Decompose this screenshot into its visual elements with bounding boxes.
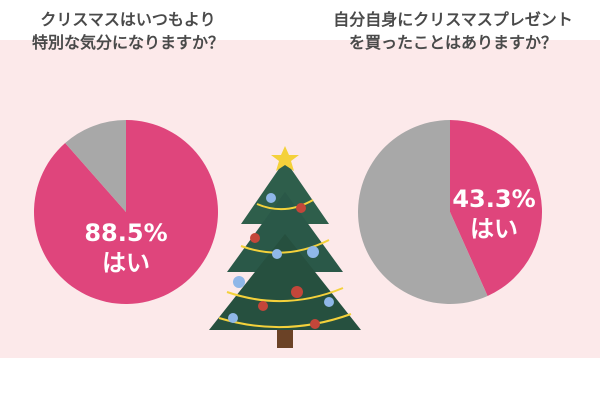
christmas-tree-icon xyxy=(209,146,361,348)
tree-trunk xyxy=(277,330,293,348)
ornament xyxy=(296,203,306,213)
chart-title-left: クリスマスはいつもより 特別な気分になりますか？ xyxy=(8,8,248,54)
ornament xyxy=(258,301,268,311)
pie-right-slices xyxy=(358,120,542,304)
garland xyxy=(226,287,344,303)
garland xyxy=(240,239,330,254)
ornament xyxy=(291,286,303,298)
chart-title-right-line-1: 自分自身にクリスマスプレゼント xyxy=(333,10,573,29)
tree-tier-bottom xyxy=(209,234,361,330)
pie-right-slice-yes xyxy=(450,120,542,296)
ornament xyxy=(307,246,319,258)
tree-star-icon xyxy=(271,146,299,171)
ornament xyxy=(250,233,260,243)
pie-left-slices xyxy=(33,120,218,304)
pie-left-slice-no xyxy=(65,120,126,212)
chart-title-left-line-1: クリスマスはいつもより xyxy=(40,10,216,29)
chart-title-left-line-2: 特別な気分になりますか？ xyxy=(31,33,224,52)
ornament xyxy=(310,319,320,329)
garland xyxy=(256,199,314,211)
pie-right-answer-label: はい xyxy=(470,215,518,243)
ornament xyxy=(233,276,245,288)
pie-right-slice-no xyxy=(358,120,488,304)
pie-chart-left: 88.5% はい xyxy=(33,120,218,304)
ornament xyxy=(324,297,334,307)
pie-left-slice-yes xyxy=(33,120,218,304)
pie-left-percent-label: 88.5% xyxy=(84,219,167,247)
pie-right-percent-label: 43.3% xyxy=(452,185,535,213)
ornament xyxy=(266,193,276,203)
chart-title-right-line-2: を買ったことはありますか？ xyxy=(348,33,557,52)
ornament xyxy=(228,313,238,323)
pie-chart-right: 43.3% はい xyxy=(358,120,542,304)
ornament xyxy=(272,249,282,259)
pie-left-answer-label: はい xyxy=(102,249,150,277)
chart-title-right: 自分自身にクリスマスプレゼント を買ったことはありますか？ xyxy=(318,8,588,54)
